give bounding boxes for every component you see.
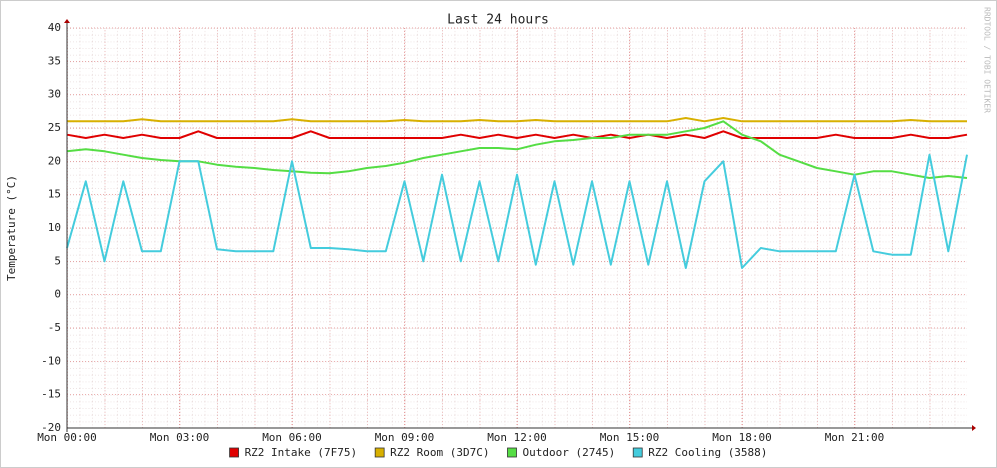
series-line xyxy=(66,130,968,139)
y-tick-label: -15 xyxy=(41,388,61,401)
series-line xyxy=(67,117,967,123)
y-tick-label: 40 xyxy=(48,21,61,34)
y-tick-label: -5 xyxy=(48,321,61,334)
x-arrow xyxy=(972,425,976,431)
y-tick-label: 30 xyxy=(48,88,61,101)
x-tick-label: Mon 03:00 xyxy=(150,431,210,444)
x-tick-label: Mon 18:00 xyxy=(712,431,772,444)
x-tick-label: Mon 12:00 xyxy=(487,431,547,444)
legend-swatch xyxy=(229,447,239,458)
y-axis-label: Temperature (°C) xyxy=(5,175,18,281)
x-tick-label: Mon 21:00 xyxy=(825,431,885,444)
y-tick-label: -10 xyxy=(41,354,61,367)
y-tick-label: 15 xyxy=(48,188,61,201)
y-tick-label: -20 xyxy=(41,421,61,434)
y-tick-label: 5 xyxy=(54,254,61,267)
legend-label: RZ2 Intake (7F75) xyxy=(245,446,358,459)
legend: RZ2 Intake (7F75) RZ2 Room (3D7C) Outdoor … xyxy=(229,446,767,459)
watermark: RRDTOOL / TOBI OETIKER xyxy=(983,7,992,113)
legend-swatch xyxy=(374,447,385,458)
legend-item: RZ2 Intake (7F75) xyxy=(229,446,358,459)
legend-label: Outdoor (2745) xyxy=(523,446,616,459)
y-tick-label: 25 xyxy=(48,121,61,134)
legend-label: RZ2 Cooling (3588) xyxy=(648,446,767,459)
chart-title: Last 24 hours xyxy=(447,13,549,28)
y-tick-label: 35 xyxy=(48,54,61,67)
legend-label: RZ2 Room (3D7C) xyxy=(390,446,489,459)
legend-item: Outdoor (2745) xyxy=(507,446,616,459)
x-tick-label: Mon 06:00 xyxy=(262,431,322,444)
y-tick-label: 0 xyxy=(54,288,61,301)
y-tick-label: 10 xyxy=(48,221,61,234)
legend-swatch xyxy=(632,447,643,458)
series-line xyxy=(66,120,968,179)
plot xyxy=(66,117,968,269)
y-arrow xyxy=(64,19,70,23)
x-tick-label: Mon 15:00 xyxy=(600,431,660,444)
x-tick-label: Mon 00:00 xyxy=(37,431,97,444)
legend-item: RZ2 Room (3D7C) xyxy=(374,446,490,459)
series-line xyxy=(66,153,968,269)
y-tick-label: 20 xyxy=(48,154,61,167)
x-tick-label: Mon 09:00 xyxy=(375,431,435,444)
legend-item: RZ2 Cooling (3588) xyxy=(632,446,767,459)
legend-swatch xyxy=(507,447,517,458)
